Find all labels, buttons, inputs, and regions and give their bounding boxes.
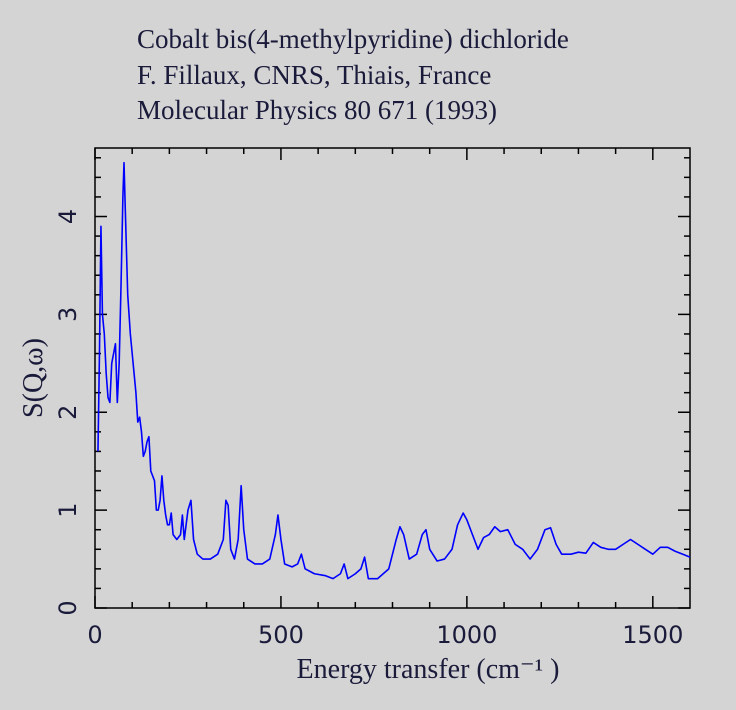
chart-title: F. Fillaux, CNRS, Thiais, France	[137, 60, 491, 90]
y-axis-label: S(Q,ω)	[18, 338, 49, 418]
data-line	[97, 161, 691, 580]
chart-title: Cobalt bis(4-methylpyridine) dichloride	[137, 24, 569, 54]
x-tick-label: 0	[87, 621, 102, 649]
x-tick-label: 500	[258, 621, 304, 649]
x-tick-label: 1500	[622, 621, 683, 649]
y-tick-label: 2	[54, 405, 82, 420]
y-tick-label: 4	[54, 209, 82, 224]
chart-title: Molecular Physics 80 671 (1993)	[137, 95, 497, 125]
y-tick-label: 3	[54, 307, 82, 322]
x-tick-label: 1000	[436, 621, 497, 649]
y-tick-label: 0	[54, 600, 82, 615]
y-tick-label: 1	[54, 502, 82, 517]
x-axis-label: Energy transfer (cm⁻¹ )	[297, 654, 560, 685]
